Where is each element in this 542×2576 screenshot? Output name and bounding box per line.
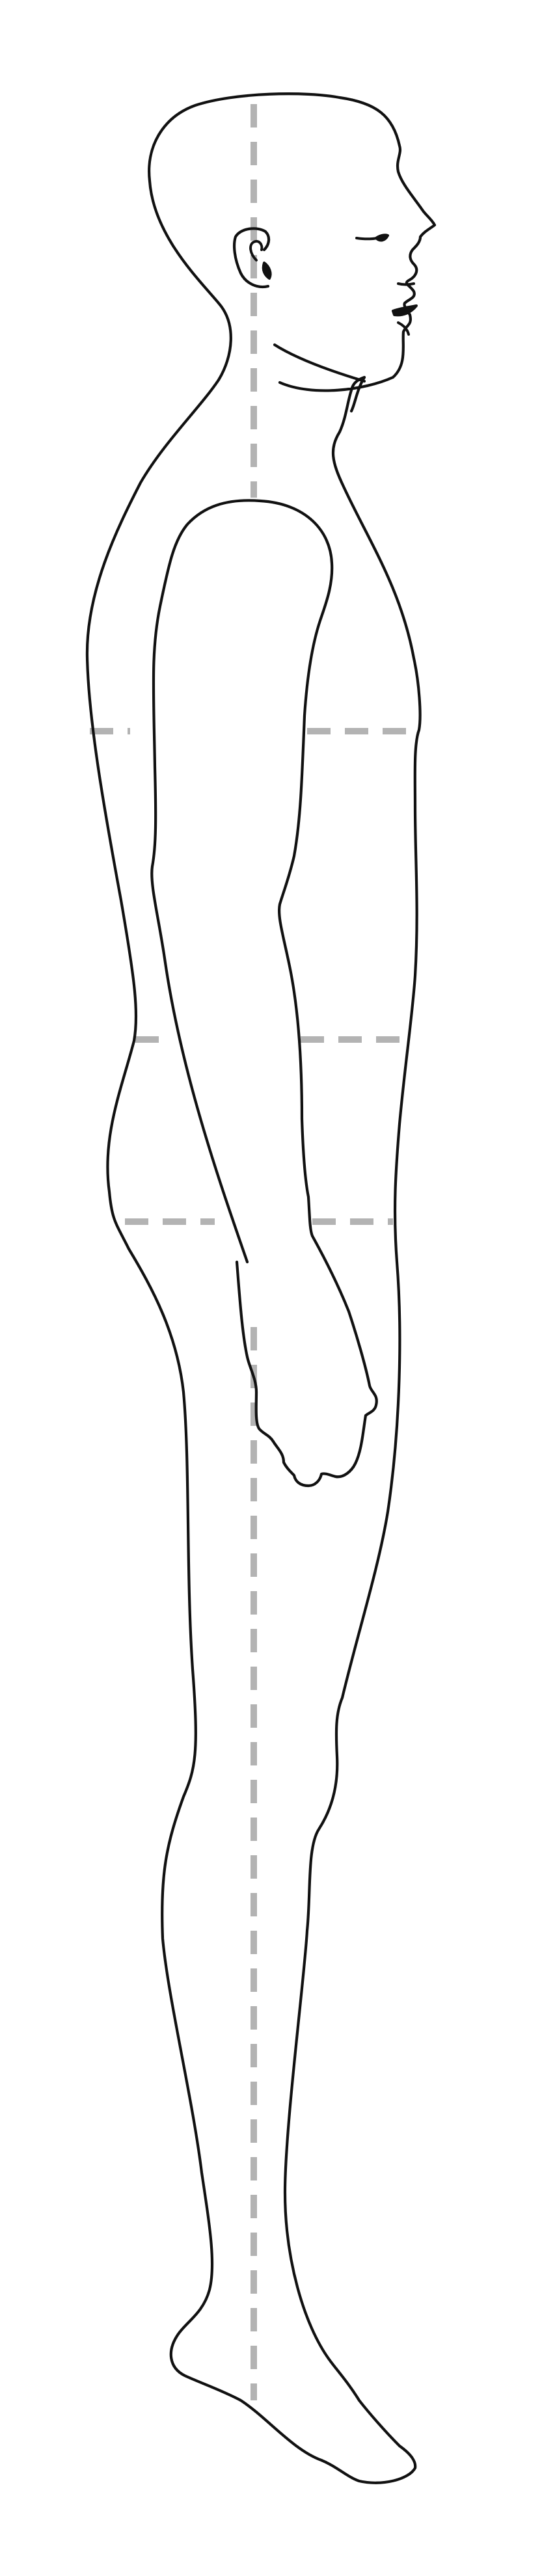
body-outline — [85, 92, 437, 2484]
eye-lid-icon — [375, 234, 389, 242]
mouth-icon — [392, 304, 418, 317]
ear-icon — [233, 227, 271, 289]
face-features — [233, 227, 418, 336]
neck-front-line — [349, 375, 366, 413]
arm-contour — [150, 499, 378, 1488]
ear-inner-icon — [249, 240, 264, 262]
guide-lines — [90, 104, 416, 2400]
back-contour — [85, 92, 437, 2484]
lip-line-icon — [397, 321, 410, 336]
jaw-line — [273, 343, 366, 383]
ear-lobe-icon — [262, 262, 272, 280]
nostril-icon — [397, 282, 415, 286]
